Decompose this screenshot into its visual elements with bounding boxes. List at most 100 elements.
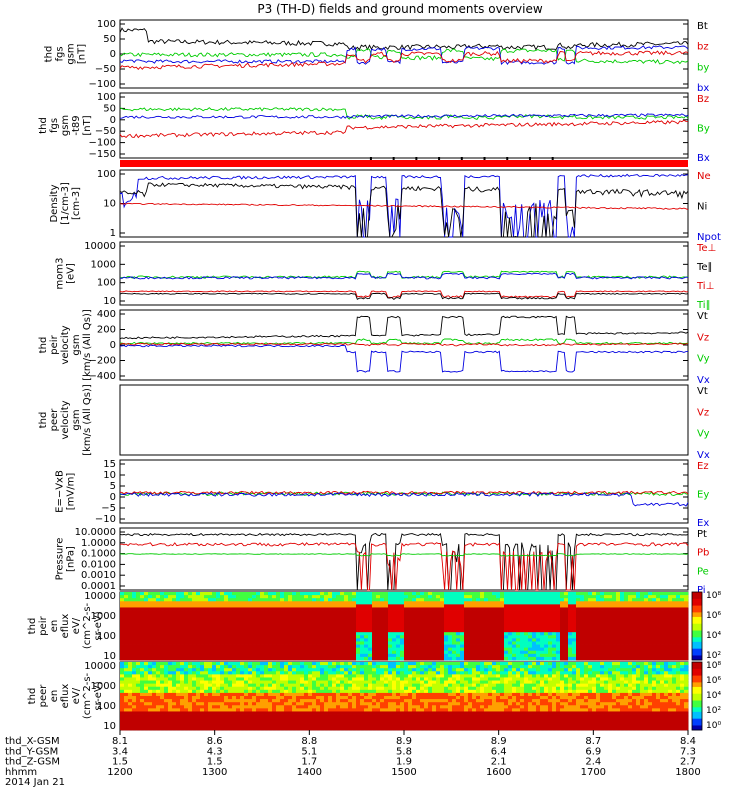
spectrogram-cell: [204, 723, 209, 728]
spectrogram-cell: [388, 683, 393, 688]
spectrogram-cell: [428, 647, 433, 652]
spectrogram-cell: [620, 601, 625, 605]
spectrogram-cell: [184, 677, 189, 681]
spectrogram-cell: [124, 616, 129, 621]
spectrogram-cell: [676, 619, 681, 624]
spectrogram-cell: [528, 616, 533, 621]
spectrogram-cell: [176, 711, 181, 715]
spectrogram-cell: [356, 607, 361, 611]
bx2-line: [119, 113, 689, 119]
spectrogram-cell: [580, 592, 585, 596]
spectrogram-cell: [676, 601, 681, 605]
spectrogram-cell: [308, 720, 313, 725]
spectrogram-cell: [396, 653, 401, 658]
spectrogram-cell: [168, 689, 173, 694]
spectrogram-cell: [492, 644, 497, 649]
spectrogram-cell: [236, 662, 241, 666]
spectrogram-cell: [232, 665, 237, 669]
spectrogram-cell: [408, 607, 413, 611]
spectrogram-cell: [368, 613, 373, 618]
spectrogram-cell: [548, 650, 553, 655]
spectrogram-cell: [660, 616, 665, 621]
spectrogram-cell: [280, 689, 285, 694]
spectrogram-cell: [596, 626, 601, 630]
spectrogram-cell: [176, 683, 181, 688]
spectrogram-cell: [516, 595, 521, 599]
spectrogram-cell: [480, 592, 485, 596]
spectrogram-cell: [268, 686, 273, 691]
spectrogram-cell: [400, 696, 405, 700]
spectrogram-cell: [240, 702, 245, 706]
spectrogram-cell: [184, 674, 189, 678]
spectrogram-cell: [204, 702, 209, 706]
spectrogram-cell: [120, 708, 125, 712]
spectrogram-cell: [284, 592, 289, 596]
spectrogram-cell: [240, 708, 245, 712]
spectrogram-cell: [312, 616, 317, 621]
spectrogram-cell: [384, 653, 389, 658]
spectrogram-cell: [548, 622, 553, 627]
spectrogram-cell: [480, 607, 485, 611]
spectrogram-cell: [156, 626, 161, 630]
spectrogram-cell: [680, 656, 685, 661]
spectrogram-cell: [592, 592, 597, 596]
spectrogram-cell: [604, 616, 609, 621]
spectrogram-cell: [172, 677, 177, 681]
spectrogram-cell: [456, 622, 461, 627]
spectrogram-cell: [196, 708, 201, 712]
spectrogram-cell: [220, 607, 225, 611]
spectrogram-cell: [588, 613, 593, 618]
spectrogram-cell: [292, 711, 297, 715]
spectrogram-cell: [288, 613, 293, 618]
spectrogram-cell: [128, 668, 133, 672]
spectrogram-cell: [596, 601, 601, 605]
spectrogram-cell: [592, 638, 597, 642]
spectrogram-cell: [384, 714, 389, 719]
spectrogram-cell: [152, 717, 157, 722]
spectrogram-cell: [156, 610, 161, 615]
spectrogram-cell: [276, 677, 281, 681]
spectrogram-cell: [236, 592, 241, 596]
spectrogram-cell: [404, 610, 409, 615]
spectrogram-cell: [392, 708, 397, 712]
spectrogram-cell: [272, 711, 277, 715]
spectrogram-cell: [156, 653, 161, 658]
spectrogram-cell: [468, 638, 473, 642]
spectrogram-cell: [624, 598, 629, 602]
spectrogram-cell: [664, 622, 669, 627]
spectrogram-cell: [228, 677, 233, 681]
spectrogram-cell: [588, 638, 593, 642]
spectrogram-cell: [352, 720, 357, 725]
spectrogram-cell: [652, 650, 657, 655]
spectrogram-cell: [464, 613, 469, 618]
spectrogram-cell: [284, 607, 289, 611]
spectrogram-cell: [460, 598, 465, 602]
spectrogram-cell: [384, 598, 389, 602]
spectrogram-cell: [476, 644, 481, 649]
spectrogram-cell: [172, 629, 177, 633]
spectrogram-cell: [628, 644, 633, 649]
spectrogram-cell: [364, 644, 369, 649]
spectrogram-cell: [168, 595, 173, 599]
spectrogram-cell: [244, 665, 249, 669]
spectrogram-cell: [564, 641, 569, 645]
spectrogram-cell: [452, 610, 457, 615]
spectrogram-cell: [128, 638, 133, 642]
spectrogram-cell: [672, 601, 677, 605]
spectrogram-cell: [348, 714, 353, 719]
spectrogram-cell: [292, 635, 297, 639]
spectrogram-cell: [372, 601, 377, 605]
spectrogram-cell: [404, 619, 409, 624]
spectrogram-cell: [132, 720, 137, 725]
spectrogram-cell: [188, 604, 193, 608]
spectrogram-cell: [424, 613, 429, 618]
spectrogram-cell: [304, 677, 309, 681]
spectrogram-cell: [364, 714, 369, 719]
spectrogram-cell: [632, 647, 637, 652]
spectrogram-cell: [624, 650, 629, 655]
spectrogram-cell: [228, 692, 233, 697]
spectrogram-cell: [572, 598, 577, 602]
spectrogram-cell: [204, 683, 209, 688]
spectrogram-cell: [204, 635, 209, 639]
spectrogram-cell: [380, 720, 385, 725]
